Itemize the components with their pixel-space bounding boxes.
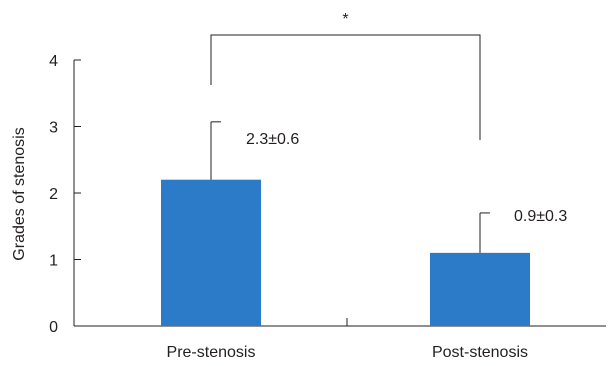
data-label: 0.9±0.3 — [514, 208, 567, 225]
bar — [161, 179, 261, 326]
significance-marker: * — [342, 11, 348, 28]
significance-bracket — [210, 34, 481, 140]
y-tick-label: 4 — [49, 53, 58, 70]
y-tick-label: 0 — [49, 319, 58, 336]
labels: Pre-stenosis 2.3±0.6 Post-stenosis 0.9±0.3 * — [167, 11, 568, 361]
bar — [430, 252, 530, 326]
y-axis-title: Grades of stenosis — [11, 127, 28, 260]
error-bars — [210, 121, 490, 253]
data-label: 2.3±0.6 — [246, 131, 299, 148]
y-tick-label: 3 — [49, 120, 58, 137]
x-category-label: Post-stenosis — [432, 344, 528, 361]
y-tick-label: 1 — [49, 253, 58, 270]
x-category-label: Pre-stenosis — [167, 344, 256, 361]
y-tick-label: 2 — [49, 186, 58, 203]
bars — [161, 179, 530, 326]
